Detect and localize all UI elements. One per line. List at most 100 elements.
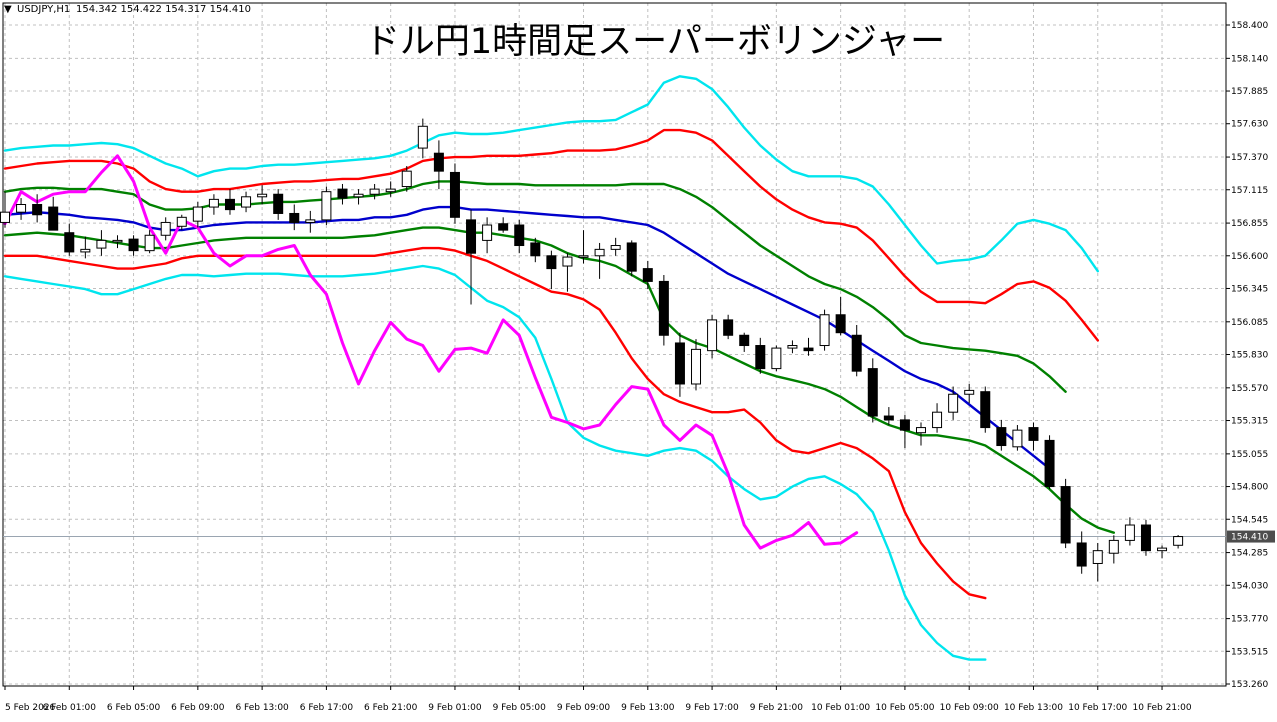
- y-tick-label: 153.515: [1231, 647, 1268, 657]
- candle-body: [192, 206, 203, 222]
- indicator-line: [3, 154, 859, 550]
- y-tick-label: 153.770: [1231, 615, 1268, 625]
- candle-body: [755, 345, 766, 370]
- current-price-line: 154.410: [3, 530, 1275, 543]
- candle: [674, 332, 685, 397]
- candle: [883, 407, 894, 426]
- candle-body: [401, 170, 412, 188]
- indicator-lines: [3, 75, 1116, 661]
- candle-body: [530, 242, 541, 257]
- candle: [723, 314, 734, 340]
- candle-body: [1076, 542, 1087, 567]
- candle: [257, 185, 268, 205]
- x-tick-label: 10 Feb 17:00: [1068, 703, 1127, 713]
- y-tick-label: 157.115: [1231, 186, 1268, 196]
- candle: [96, 230, 107, 256]
- candle: [996, 419, 1007, 451]
- y-tick-label: 154.545: [1231, 515, 1268, 525]
- candle-body: [883, 415, 894, 421]
- candle-body: [449, 171, 460, 218]
- candle-body: [964, 389, 975, 395]
- candle: [385, 181, 396, 197]
- candle-body: [723, 319, 734, 336]
- current-price-label-bg: [1227, 530, 1275, 543]
- candle: [835, 296, 846, 336]
- candle: [16, 198, 27, 220]
- candle: [273, 189, 284, 220]
- candle-body: [739, 334, 750, 347]
- candle-body: [1124, 524, 1135, 541]
- candle: [0, 191, 10, 228]
- candle: [1140, 519, 1151, 556]
- candle: [305, 210, 316, 233]
- candle-body: [16, 203, 27, 213]
- candle: [964, 383, 975, 404]
- y-tick-label: 156.085: [1231, 318, 1268, 328]
- candle-body: [257, 193, 268, 198]
- candle-body: [241, 196, 252, 208]
- indicator-line: [3, 226, 1116, 534]
- y-tick-label: 153.260: [1231, 680, 1268, 690]
- candle-body: [578, 255, 589, 258]
- candle: [514, 219, 525, 254]
- candle: [755, 337, 766, 374]
- y-tick-label: 154.030: [1231, 581, 1268, 591]
- candle-body: [32, 203, 43, 216]
- candle-body: [80, 248, 91, 253]
- candle-body: [273, 193, 284, 214]
- candle-body: [224, 198, 235, 211]
- candle-body: [1157, 547, 1168, 552]
- candle-body: [642, 268, 653, 282]
- candle-body: [498, 223, 509, 231]
- y-tick-label: 155.830: [1231, 351, 1268, 361]
- candle: [369, 183, 380, 200]
- candle-body: [208, 198, 219, 208]
- candle-body: [867, 368, 878, 417]
- candle: [707, 314, 718, 359]
- y-tick-label: 156.600: [1231, 252, 1268, 262]
- candle-body: [337, 188, 348, 199]
- candle-body: [1028, 427, 1039, 441]
- candle-body: [819, 314, 830, 347]
- candle-body: [1108, 539, 1119, 554]
- candle: [337, 183, 348, 205]
- candle-body: [514, 224, 525, 247]
- candle: [466, 209, 477, 305]
- candle: [1124, 517, 1135, 546]
- candle-body: [1044, 439, 1055, 488]
- candle: [1108, 535, 1119, 564]
- candle: [289, 204, 300, 231]
- indicator-line: [3, 264, 987, 661]
- y-tick-label: 158.140: [1231, 54, 1268, 64]
- candle: [482, 217, 493, 254]
- candle: [192, 201, 203, 228]
- candle: [932, 403, 943, 433]
- candle-body: [562, 256, 573, 267]
- current-price-label: 154.410: [1231, 533, 1268, 543]
- candle: [771, 345, 782, 372]
- y-tick-label: 156.345: [1231, 284, 1268, 294]
- candle: [64, 223, 75, 256]
- candle-body: [899, 419, 910, 431]
- candle: [1012, 425, 1023, 451]
- x-tick-label: 10 Feb 05:00: [875, 703, 934, 713]
- candle: [610, 237, 621, 256]
- candle: [353, 189, 364, 205]
- candle: [691, 339, 702, 391]
- candle-body: [771, 347, 782, 370]
- candle-body: [835, 314, 846, 334]
- candle-body: [658, 280, 669, 336]
- y-tick-label: 154.800: [1231, 483, 1268, 493]
- candle-body: [932, 411, 943, 429]
- candle-body: [482, 224, 493, 241]
- x-tick-label: 9 Feb 01:00: [428, 703, 482, 713]
- candle: [658, 275, 669, 346]
- candle-body: [851, 334, 862, 372]
- candle-body: [160, 221, 171, 236]
- candle: [787, 340, 798, 354]
- candle-body: [546, 255, 557, 270]
